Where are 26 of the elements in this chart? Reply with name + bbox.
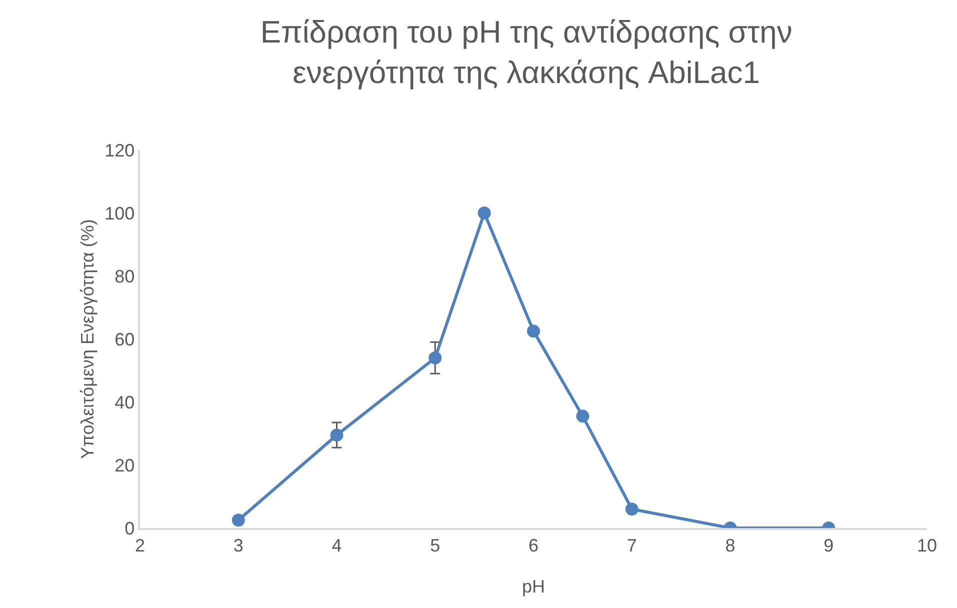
y-tick-label: 80 [114, 266, 135, 286]
x-tick-label: 3 [233, 535, 244, 556]
y-tick-label: 60 [114, 329, 135, 350]
chart-title: Επίδραση του pH της αντίδρασης στην ενεργότητα της λακκάσης AbiLac1 [260, 14, 792, 90]
point [428, 351, 442, 364]
y-tick-label: 20 [114, 455, 135, 476]
x-axis-title: pH [522, 576, 546, 596]
x-tick-label: 7 [626, 535, 637, 556]
point [527, 324, 540, 338]
x-tick-label: 9 [824, 535, 834, 556]
y-tick-label: 100 [104, 203, 135, 224]
x-tick-label: 10 [916, 535, 938, 556]
point [232, 514, 245, 527]
point [625, 502, 638, 516]
y-tick-label: 40 [114, 392, 135, 412]
point [478, 206, 491, 220]
x-tick-label: 4 [332, 535, 342, 556]
y-axis-title: Υπολειτόμενη Ενεργότητα (%) [78, 219, 98, 459]
x-tick-label: 6 [528, 535, 539, 556]
point [576, 410, 590, 423]
x-tick-label: 8 [725, 535, 736, 556]
y-tick-label: 120 [104, 140, 135, 160]
x-tick-label: 5 [430, 535, 440, 556]
y-tick-label: 0 [124, 518, 135, 538]
x-tick-label: 2 [134, 535, 146, 556]
point [330, 428, 344, 442]
